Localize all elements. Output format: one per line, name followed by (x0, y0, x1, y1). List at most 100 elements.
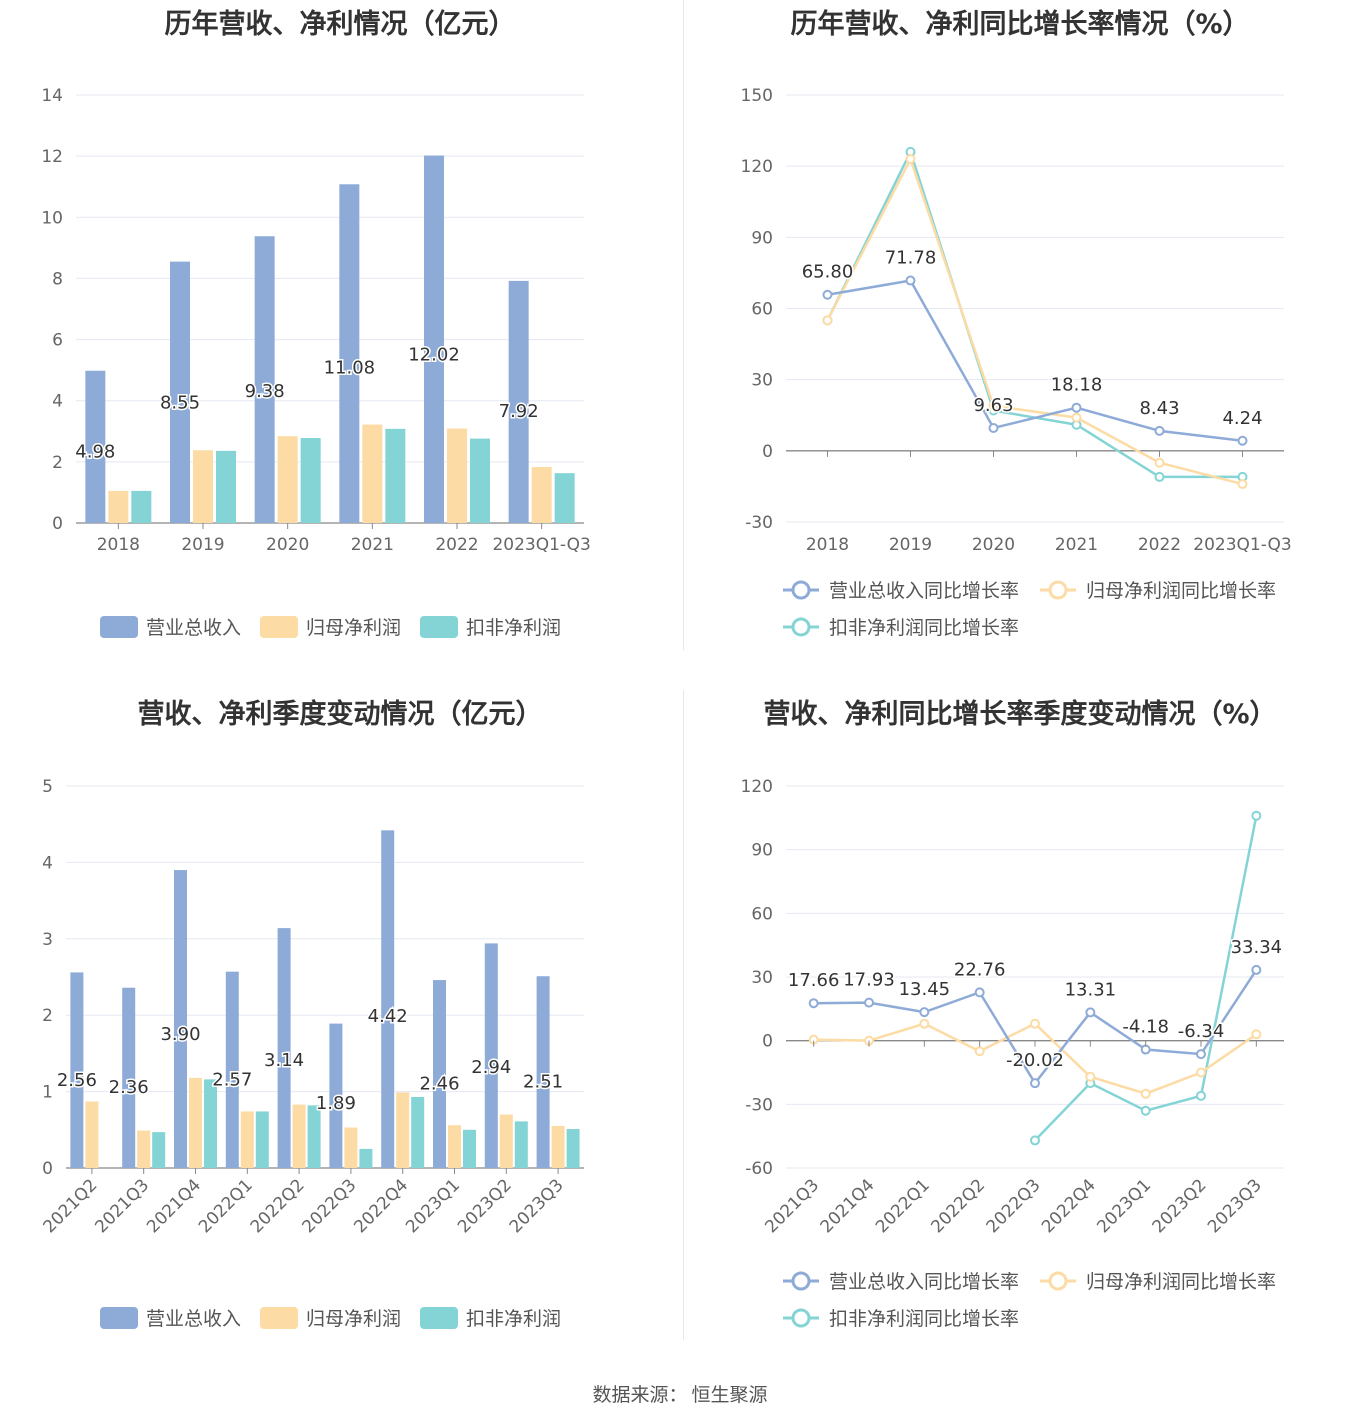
bar-deducted-profit (359, 1148, 373, 1168)
y-tick-label: -30 (745, 513, 773, 533)
x-tick-label: 2021Q3 (761, 1175, 823, 1237)
bar-deducted-profit (300, 438, 321, 523)
data-label: 3.90 (160, 1024, 200, 1045)
legend-label: 扣非净利润 (466, 1308, 561, 1330)
bar-deducted-profit (152, 1132, 166, 1168)
point-deducted-profit-growth (1030, 1135, 1040, 1146)
chart-title: 历年营收、净利情况（亿元） (164, 9, 516, 40)
bar-net-profit (108, 490, 129, 523)
divider (683, 690, 684, 1340)
point-revenue-growth (974, 987, 985, 998)
bar-deducted-profit (514, 1121, 528, 1168)
data-source-value: 恒生聚源 (691, 1384, 768, 1406)
bar-revenue (170, 261, 190, 523)
data-source: 数据来源： 恒生聚源 (0, 1380, 1360, 1407)
y-tick-label: 30 (751, 968, 773, 988)
bar-revenue (536, 976, 550, 1168)
point-revenue-growth (1154, 425, 1165, 436)
y-tick-label: -60 (745, 1159, 773, 1179)
x-tick-label: 2023Q1 (402, 1175, 464, 1237)
y-tick-label: 4 (42, 853, 53, 873)
panel-annual-revenue-profit: 历年营收、净利情况（亿元） 0 2 4 6 8 10 12 14 4.98 8.55 9.38 11.… (0, 0, 680, 690)
data-label: 2.57 (212, 1070, 252, 1091)
series-line-net-profit-growth (826, 155, 1243, 486)
legend-label: 营业总收入同比增长率 (829, 1271, 1019, 1293)
bar-deducted-profit (385, 428, 406, 523)
y-tick-label: 2 (52, 453, 63, 473)
legend-swatch (420, 1307, 458, 1329)
bar-net-profit (531, 467, 552, 523)
y-tick-label: 120 (741, 777, 773, 797)
data-label: 17.93 (843, 970, 895, 991)
y-tick-label: 8 (52, 269, 63, 289)
data-label: -20.02 (1006, 1050, 1064, 1071)
data-label: 8.43 (1139, 398, 1179, 419)
point-net-profit-growth (1237, 479, 1248, 490)
y-tick-label: -30 (745, 1095, 773, 1115)
y-tick-label: 1 (42, 1083, 53, 1103)
data-label: 33.34 (1231, 937, 1283, 958)
bar-revenue (339, 184, 360, 524)
y-tick-label: 12 (41, 147, 63, 167)
y-tick-label: 120 (741, 157, 773, 177)
bar-net-profit (292, 1104, 306, 1168)
bar-net-profit (344, 1127, 358, 1168)
x-tick-label: 2023Q2 (454, 1175, 516, 1237)
legend-label: 归母净利润同比增长率 (1086, 580, 1276, 602)
bar-deducted-profit (255, 1111, 269, 1168)
bar-revenue (85, 370, 106, 523)
legend-label: 营业总收入同比增长率 (829, 580, 1019, 602)
panel-quarterly-growth: 营收、净利同比增长率季度变动情况（%） -60 -30 0 30 60 90 120 17.6… (680, 690, 1360, 1380)
x-tick-label: 2022Q3 (299, 1175, 361, 1237)
bar-net-profit (551, 1125, 565, 1168)
point-net-profit-growth (1140, 1088, 1151, 1099)
x-tick-label: 2021Q3 (91, 1175, 153, 1237)
data-label: 4.24 (1222, 408, 1262, 429)
data-label: 71.78 (885, 248, 937, 269)
bar-revenue (70, 972, 84, 1168)
bar-net-profit (499, 1114, 513, 1168)
y-tick-label: 3 (42, 930, 53, 950)
bar-deducted-profit (411, 1096, 425, 1168)
bar-deducted-profit (554, 473, 575, 523)
point-revenue-growth (1085, 1007, 1096, 1018)
legend-marker (791, 580, 811, 600)
point-revenue-growth (1030, 1078, 1040, 1089)
y-tick-label: 0 (762, 442, 773, 462)
bar-net-profit (189, 1077, 202, 1168)
point-net-profit-growth (919, 1018, 930, 1029)
data-label: 2.56 (57, 1070, 97, 1091)
point-deducted-profit-growth (1140, 1105, 1151, 1116)
y-tick-label: 30 (751, 371, 773, 391)
x-tick-label: 2023Q3 (1204, 1175, 1266, 1237)
point-net-profit-growth (1251, 1029, 1262, 1040)
legend-label: 归母净利润同比增长率 (1086, 1271, 1276, 1293)
legend-label: 归母净利润 (306, 1308, 401, 1330)
y-tick-label: 0 (42, 1159, 53, 1179)
y-tick-label: 10 (41, 208, 63, 228)
legend-swatch (260, 616, 298, 638)
bar-deducted-profit (216, 450, 236, 523)
data-label: 2.94 (471, 1057, 511, 1078)
bar-deducted-profit (131, 490, 152, 523)
x-tick-label: 2023Q2 (1149, 1175, 1211, 1237)
point-net-profit-growth (1196, 1067, 1206, 1078)
y-tick-label: 150 (741, 86, 773, 106)
x-tick-label: 2019 (889, 535, 932, 555)
bar-revenue (254, 236, 275, 524)
data-label: 4.42 (368, 1006, 408, 1027)
bar-revenue (277, 928, 291, 1168)
point-revenue-growth (919, 1007, 930, 1018)
point-revenue-growth (822, 289, 833, 300)
chart-title: 营收、净利季度变动情况（亿元） (137, 699, 543, 730)
y-tick-label: 0 (52, 514, 63, 534)
x-tick-label: 2022Q2 (927, 1175, 989, 1237)
legend-label: 营业总收入 (146, 1308, 241, 1330)
data-label: 2.51 (523, 1072, 563, 1093)
bar-revenue (381, 830, 395, 1168)
data-label: 2.36 (109, 1077, 149, 1098)
point-revenue-growth (864, 997, 874, 1008)
divider (683, 0, 684, 650)
bar-net-profit (137, 1130, 151, 1168)
data-label: 8.55 (160, 392, 200, 413)
